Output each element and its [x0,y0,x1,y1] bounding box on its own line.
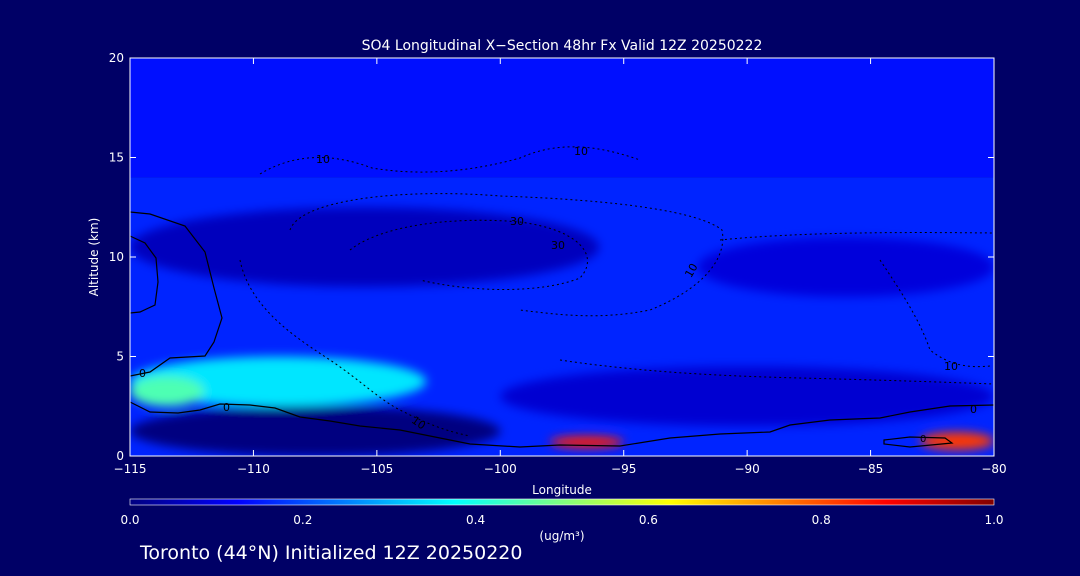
plot-area: 0 0 0 0 10 10 30 30 10 10 10 [130,58,994,456]
footer-init-text: Toronto (44°N) Initialized 12Z 20250220 [140,542,523,564]
contour-label-30-a: 30 [510,215,524,228]
field-east-trough [697,237,994,297]
x-tick-label: −105 [360,462,393,476]
contour-label-0-center: 0 [223,401,230,414]
contour-dotted-inner-ring [349,219,588,290]
y-tick-label: 20 [109,51,124,65]
x-tick-label: −100 [484,462,517,476]
y-tick-label: 15 [109,151,124,165]
contour-label-0-east: 0 [970,403,977,416]
contour-line-0-east-loop [883,436,954,448]
x-tick-label: −115 [114,462,147,476]
field-upper-trough [130,207,600,287]
contour-label-10-center: 10 [682,261,700,280]
contour-dotted-lower-west [239,259,471,437]
x-tick-label: −90 [734,462,759,476]
contour-dotted-upper-west [259,146,641,175]
field-western-core [130,376,205,407]
x-tick-label: −80 [981,462,1006,476]
contour-label-30-b: 30 [551,239,565,252]
contour-line-0-west-pocket [130,235,159,314]
colorbar-tick-label: 1.0 [984,513,1003,527]
colorbar-tick-label: 0.4 [466,513,485,527]
contour-dotted-east-top [719,232,994,241]
field-upper-background [130,58,994,178]
chart-title: SO4 Longitudinal X−Section 48hr Fx Valid… [362,38,763,54]
y-tick-label: 5 [116,350,124,364]
colorbar-ticks: 0.0 0.2 0.4 0.6 0.8 1.0 [120,513,1003,527]
contour-line-0-terrain-top [130,401,994,448]
y-tick-label: 10 [109,250,124,264]
x-axis-label: Longitude [532,483,592,497]
y-tick-label: 0 [116,449,124,463]
y-axis-label: Altitude (km) [87,218,101,297]
colorbar-tick-label: 0.0 [120,513,139,527]
x-tick-label: −95 [611,462,636,476]
field-surface-max-east [919,432,994,451]
y-axis: 0 5 10 15 20 [109,51,994,463]
contour-dotted-low-center [559,359,994,385]
field-terrain [130,406,501,456]
contour-label-10-nw: 10 [316,153,330,166]
contour-label-0-west: 0 [139,367,146,380]
x-axis: −115 −110 −105 −100 −95 −90 −85 −80 [114,58,1007,476]
field-lower-trough [500,366,994,427]
contour-label-0-east-loop: 0 [920,434,926,445]
colorbar-tick-label: 0.8 [812,513,831,527]
contour-label-10-ne: 10 [574,145,588,158]
x-tick-label: −85 [858,462,883,476]
field-western-low-plume [130,356,427,407]
colorbar-tick-label: 0.2 [293,513,312,527]
colorbar-unit-label: (ug/m³) [539,529,584,543]
colorbar-tick-label: 0.6 [639,513,658,527]
contour-label-10-east: 10 [944,360,958,373]
x-tick-label: −110 [237,462,270,476]
contour-dotted-upper-ring [289,193,724,317]
contour-line-0-west [130,211,223,377]
colorbar [129,498,995,506]
